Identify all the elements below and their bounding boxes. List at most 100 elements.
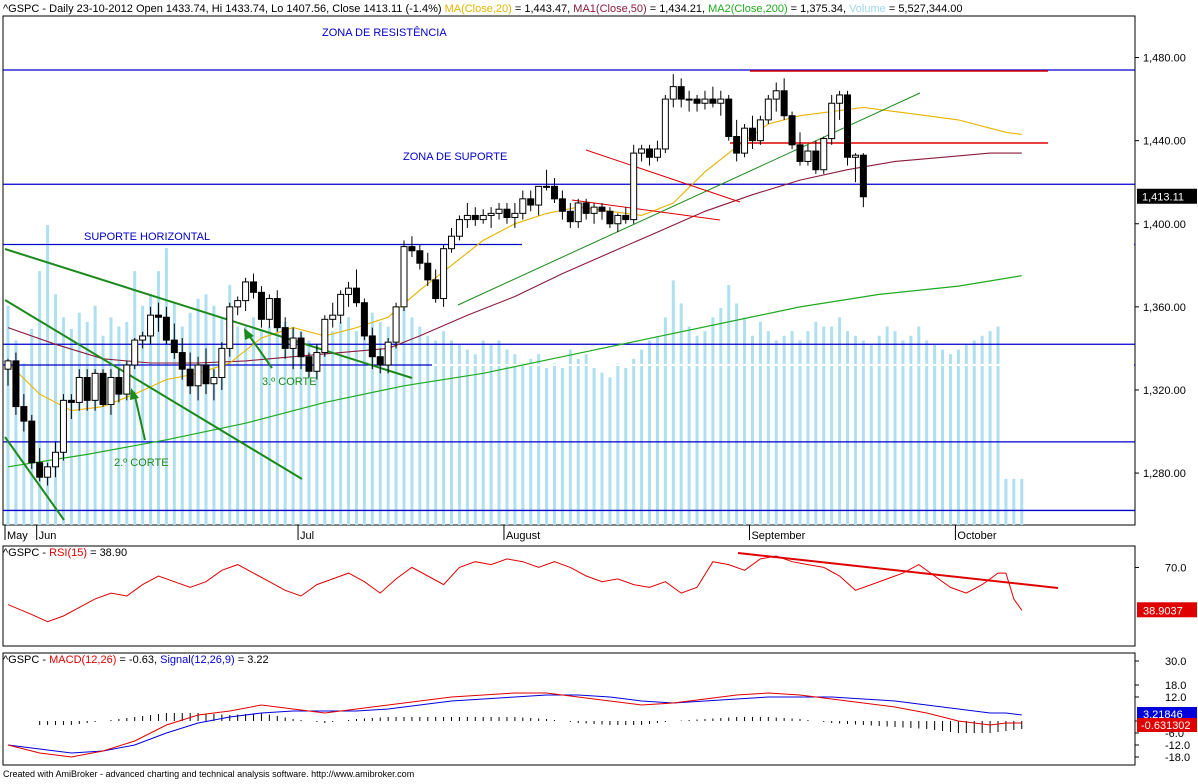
volume-bar <box>378 321 382 525</box>
candle-body <box>543 185 551 188</box>
volume-bar <box>806 331 810 525</box>
month-label: Jul <box>300 530 314 542</box>
candle-body <box>519 198 527 214</box>
candle-body <box>28 420 36 464</box>
candle-body <box>329 314 337 320</box>
volume-bar <box>164 248 168 526</box>
volume-bar <box>291 326 295 525</box>
candle-body <box>360 302 368 337</box>
candle-body <box>566 210 574 223</box>
volume-bar <box>93 305 97 525</box>
volume-bar <box>77 312 81 525</box>
price-axis-label: 1,320.00 <box>1143 385 1186 397</box>
candle-body <box>733 135 741 154</box>
candle-body <box>630 152 638 221</box>
volume-bar <box>814 321 818 525</box>
ma200-value: = 1,375.34, <box>788 3 849 15</box>
volume-bar <box>180 326 184 525</box>
ma50-value: = 1,434.21, <box>647 3 708 15</box>
candle-body <box>471 214 479 221</box>
candle-body <box>828 102 836 140</box>
candle-body <box>622 214 630 221</box>
candle-body <box>147 314 155 337</box>
volume-bar <box>46 225 50 525</box>
rsi-symbol: ^GSPC <box>3 547 39 559</box>
volume-bar <box>616 363 620 525</box>
trend-line <box>571 199 721 221</box>
rsi-label: RSI(15) <box>49 547 87 559</box>
volume-bar <box>434 340 438 525</box>
macd-last-marker <box>1137 718 1197 732</box>
second-cut-arrow <box>133 391 146 441</box>
volume-bar <box>323 335 327 525</box>
candle-body <box>368 335 376 358</box>
volume-bar <box>22 363 26 525</box>
volume-bar <box>339 321 343 525</box>
candle-body <box>107 376 115 406</box>
ma20-label: MA(Close,20) <box>445 3 512 15</box>
volume-bar <box>117 326 121 525</box>
volume-bar <box>838 317 842 525</box>
volume-bar <box>426 335 430 525</box>
rsi-line <box>7 555 1023 623</box>
volume-bar <box>354 331 358 525</box>
candle-body <box>859 154 867 198</box>
volume-bar <box>980 335 984 525</box>
ma20-value: = 1,443.47, <box>512 3 573 15</box>
volume-bar <box>743 317 747 525</box>
volume-bar <box>600 372 604 525</box>
macd-axis-label: 18.0 <box>1165 680 1186 692</box>
candle-body <box>36 462 44 478</box>
candle-body <box>717 98 725 104</box>
volume-bar <box>149 294 153 525</box>
candle-body <box>424 262 432 281</box>
volume-bar <box>846 331 850 525</box>
signal-line <box>7 694 1022 754</box>
volume-bar <box>861 340 865 525</box>
candle-body <box>83 376 91 401</box>
volume-bar <box>370 312 374 525</box>
price-axis-label: 1,440.00 <box>1143 136 1186 148</box>
candle-body <box>400 246 408 308</box>
candle-body <box>677 86 685 100</box>
candle-body <box>756 119 764 142</box>
candle-body <box>535 185 543 206</box>
volume-bar <box>489 345 493 525</box>
volume-bar <box>956 349 960 525</box>
footer-credit: Created with AmiBroker - advanced charti… <box>3 769 414 779</box>
macd-label: MACD(12,26) <box>49 654 116 666</box>
volume-bar <box>386 326 390 525</box>
support-zone-label: ZONA DE SUPORTE <box>403 151 507 163</box>
candle-body <box>178 352 186 370</box>
volume-bar <box>394 321 398 525</box>
candle-body <box>242 281 250 302</box>
volume-bar <box>402 308 406 525</box>
month-label: October <box>957 530 996 542</box>
trend-line <box>4 248 413 379</box>
volume-bar <box>592 368 596 525</box>
macd-line <box>7 692 1022 758</box>
candle-body <box>432 279 440 300</box>
candle-body <box>59 399 67 453</box>
candle-body <box>408 246 416 252</box>
candle-body <box>281 327 289 349</box>
month-label: August <box>506 530 540 542</box>
volume-bar <box>236 326 240 525</box>
ma200-label: MA2(Close,200) <box>708 3 787 15</box>
candle-body <box>297 337 305 358</box>
candle-body <box>503 208 511 219</box>
volume-bar <box>774 340 778 525</box>
volume-bar <box>410 317 414 525</box>
candle-body <box>725 98 733 137</box>
trend-line <box>4 436 65 521</box>
second-cut-arrowhead <box>130 388 139 400</box>
candle-body <box>12 360 20 408</box>
volume-bar <box>1004 478 1008 525</box>
candle-body <box>162 316 170 341</box>
candle-body <box>661 98 669 150</box>
signal-last-marker <box>1137 707 1197 721</box>
header-symbol: ^GSPC <box>3 3 39 15</box>
volume-bar <box>877 335 881 525</box>
candle-body <box>218 347 226 378</box>
candle-body <box>574 202 582 223</box>
